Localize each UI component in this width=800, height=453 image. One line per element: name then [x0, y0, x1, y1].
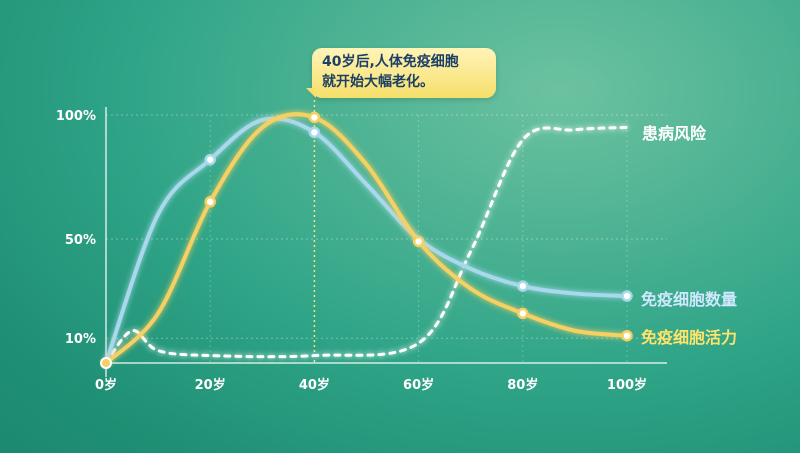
grid-lines [106, 114, 667, 363]
x-tick-labels: 0岁 20岁 40岁 60岁 80岁 100岁 [95, 377, 647, 393]
data-point-0 [621, 290, 633, 302]
data-point-0 [308, 126, 321, 139]
callout-box: 40岁后,人体免疫细胞 就开始大幅老化。 [312, 48, 496, 98]
legend-cell-count: 免疫细胞数量 [641, 290, 738, 309]
legend-risk: 患病风险 [642, 124, 707, 143]
data-point-1 [412, 235, 425, 248]
y-tick-labels: 10% 50% 100% [56, 109, 96, 347]
callout-line-2: 就开始大幅老化。 [322, 74, 434, 90]
x-tick-label: 40岁 [299, 377, 330, 393]
x-tick-label: 100岁 [607, 377, 647, 393]
series-layer [100, 111, 633, 369]
y-tick-label: 10% [65, 332, 96, 347]
callout-line-1: 40岁后,人体免疫细胞 [322, 54, 459, 70]
data-point-0 [204, 153, 216, 166]
origin-point [100, 357, 112, 369]
data-point-0 [517, 280, 529, 292]
x-tick-label: 20岁 [195, 377, 226, 393]
legend-cell-activity: 免疫细胞活力 [641, 328, 738, 347]
data-point-1 [517, 307, 529, 320]
y-tick-label: 100% [56, 109, 96, 124]
series-line-0 [104, 116, 629, 365]
x-tick-label: 60岁 [403, 377, 434, 393]
series-line-2 [104, 125, 629, 365]
data-point-1 [308, 111, 321, 124]
axes [105, 107, 667, 377]
x-tick-label: 80岁 [507, 377, 538, 393]
data-point-1 [204, 196, 216, 208]
data-point-1 [621, 329, 633, 342]
y-tick-label: 50% [65, 233, 96, 248]
x-tick-label: 0岁 [95, 377, 117, 393]
callout-tail [306, 88, 316, 98]
